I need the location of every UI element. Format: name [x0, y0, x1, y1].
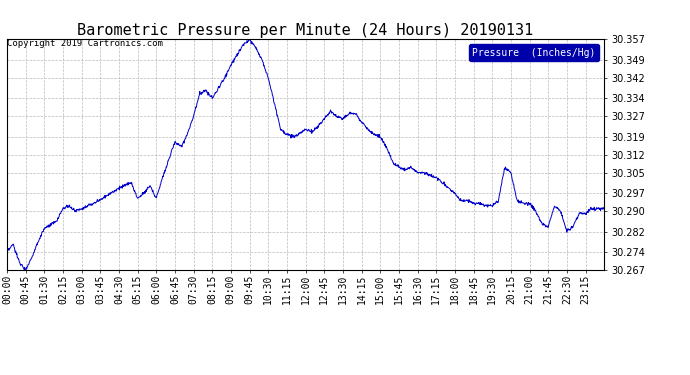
Title: Barometric Pressure per Minute (24 Hours) 20190131: Barometric Pressure per Minute (24 Hours… [77, 23, 533, 38]
Text: Copyright 2019 Cartronics.com: Copyright 2019 Cartronics.com [7, 39, 163, 48]
Legend: Pressure  (Inches/Hg): Pressure (Inches/Hg) [469, 44, 599, 61]
